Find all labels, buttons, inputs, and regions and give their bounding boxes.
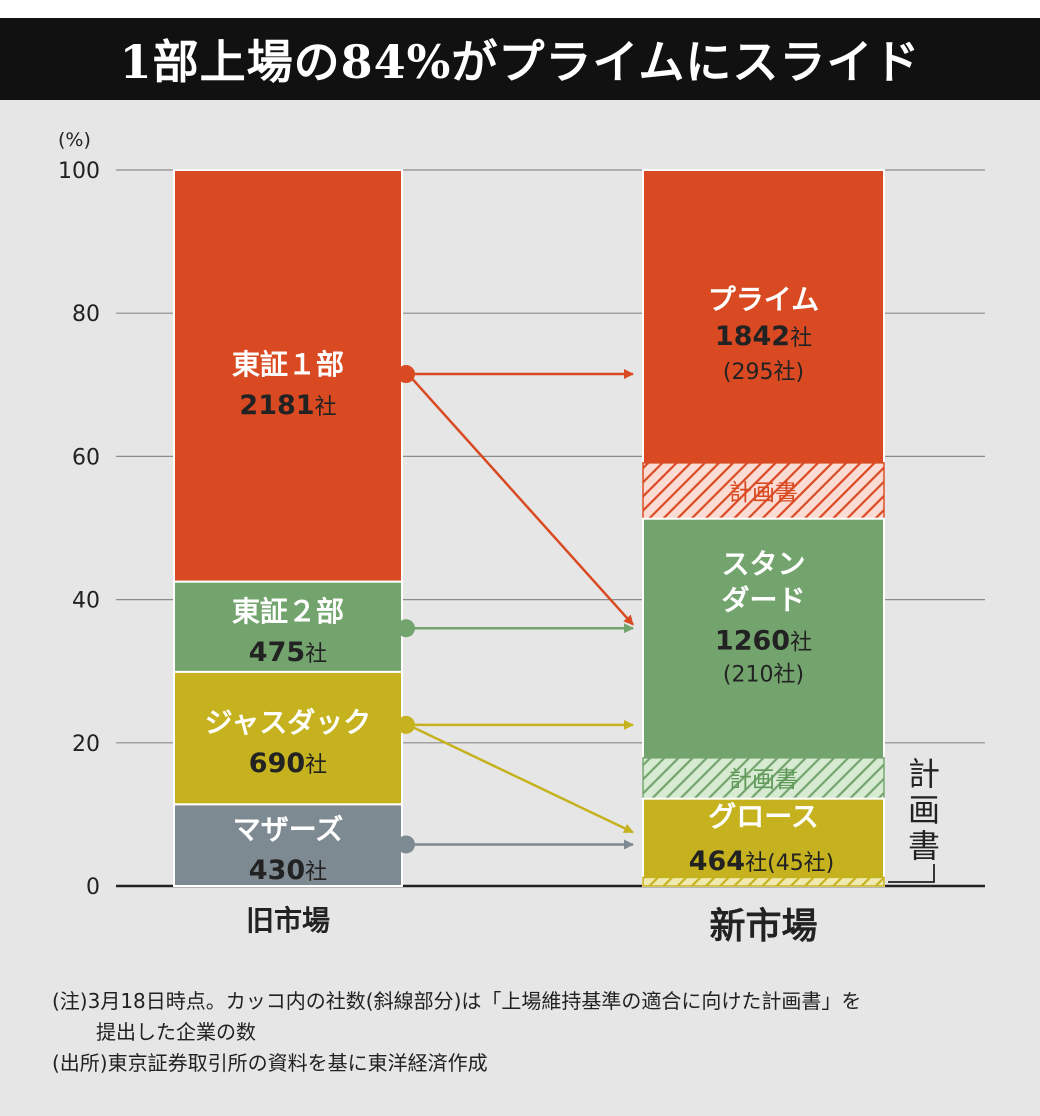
old-segment-count: 475社: [249, 637, 327, 668]
flow-origin-dot: [397, 715, 415, 734]
flow-arrow: [407, 723, 634, 834]
y-tick-label: 20: [72, 732, 100, 757]
old-segment-name: 東証１部: [232, 348, 344, 381]
y-tick-label: 80: [72, 302, 100, 327]
flow-origin-dot: [397, 835, 415, 854]
prime-plan-count: (295社): [723, 360, 804, 385]
y-tick-label: 100: [58, 159, 100, 184]
old-bar-segment: [173, 670, 403, 806]
prime-name: プライム: [708, 283, 819, 316]
old-segment-name: マザーズ: [233, 813, 344, 846]
note-line-1: (注)3月18日時点。カッコ内の社数(斜線部分)は「上場維持基準の適合に向けた計…: [52, 989, 862, 1013]
growth-plan-bracket: [888, 864, 935, 883]
flow-origin-dot: [397, 619, 415, 638]
standard-name-line-1: スタン: [721, 547, 805, 580]
growth-plan-label-char: 画: [908, 791, 940, 829]
standard-name-line-2: ダード: [721, 583, 805, 616]
prime-plan-label: 計画書: [729, 480, 798, 506]
y-tick-label: 60: [72, 445, 100, 470]
plan-hatch-segment: [642, 462, 885, 520]
flow-arrow: [407, 373, 634, 626]
top-strip: [0, 0, 1040, 18]
plan-hatch-segment: [642, 757, 885, 800]
standard-count: 1260社: [715, 625, 812, 656]
plan-hatch-segment: [642, 876, 885, 887]
footnotes: (注)3月18日時点。カッコ内の社数(斜線部分)は「上場維持基準の適合に向けた計…: [52, 986, 1012, 1079]
old-bar-segment: [173, 803, 403, 887]
x-category-old: 旧市場: [246, 904, 330, 937]
prime-count: 1842社: [715, 321, 812, 352]
y-tick-label: 40: [72, 589, 100, 614]
source-line: (出所)東京証券取引所の資料を基に東洋経済作成: [52, 1051, 488, 1075]
old-segment-name: 東証２部: [232, 595, 344, 628]
old-segment-count: 690社: [249, 748, 327, 779]
standard-plan-label: 計画書: [729, 767, 798, 793]
growth-plan-label-char: 計: [908, 755, 940, 793]
old-segment-count: 2181社: [239, 390, 336, 421]
y-tick-label: 0: [86, 875, 100, 900]
note-line-2: 提出した企業の数: [96, 1020, 256, 1044]
new-bar-segment: [642, 169, 885, 520]
x-category-new: 新市場: [709, 906, 817, 947]
growth-name: グロース: [708, 800, 819, 833]
new-bar-segment: [642, 517, 885, 800]
old-segment-name: ジャスダック: [205, 706, 372, 739]
old-segment-count: 430社: [249, 855, 327, 886]
chart-title: 1部上場の84%がプライムにスライド: [0, 18, 1040, 100]
y-unit-label: (%): [58, 129, 91, 151]
standard-plan-count: (210社): [723, 662, 804, 687]
growth-count: 464社(45社): [689, 846, 835, 877]
growth-plan-label-char: 書: [908, 827, 940, 865]
